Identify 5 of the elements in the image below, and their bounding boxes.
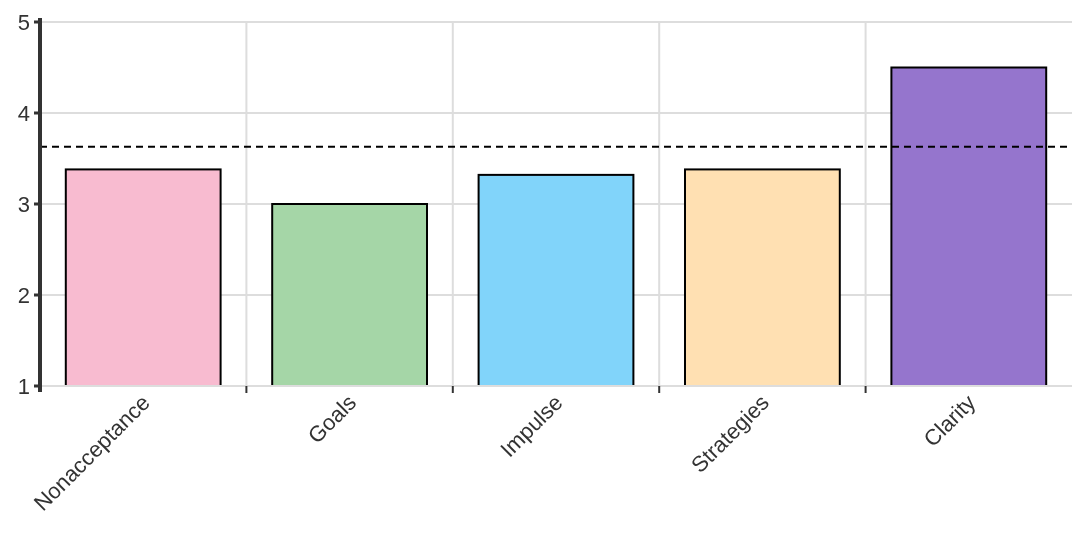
y-tick-label: 5 [17,9,30,35]
y-tick-label: 1 [17,373,30,399]
y-tick-label: 3 [17,191,30,217]
y-tick-label: 2 [17,282,30,308]
y-tick-label: 4 [17,100,30,126]
